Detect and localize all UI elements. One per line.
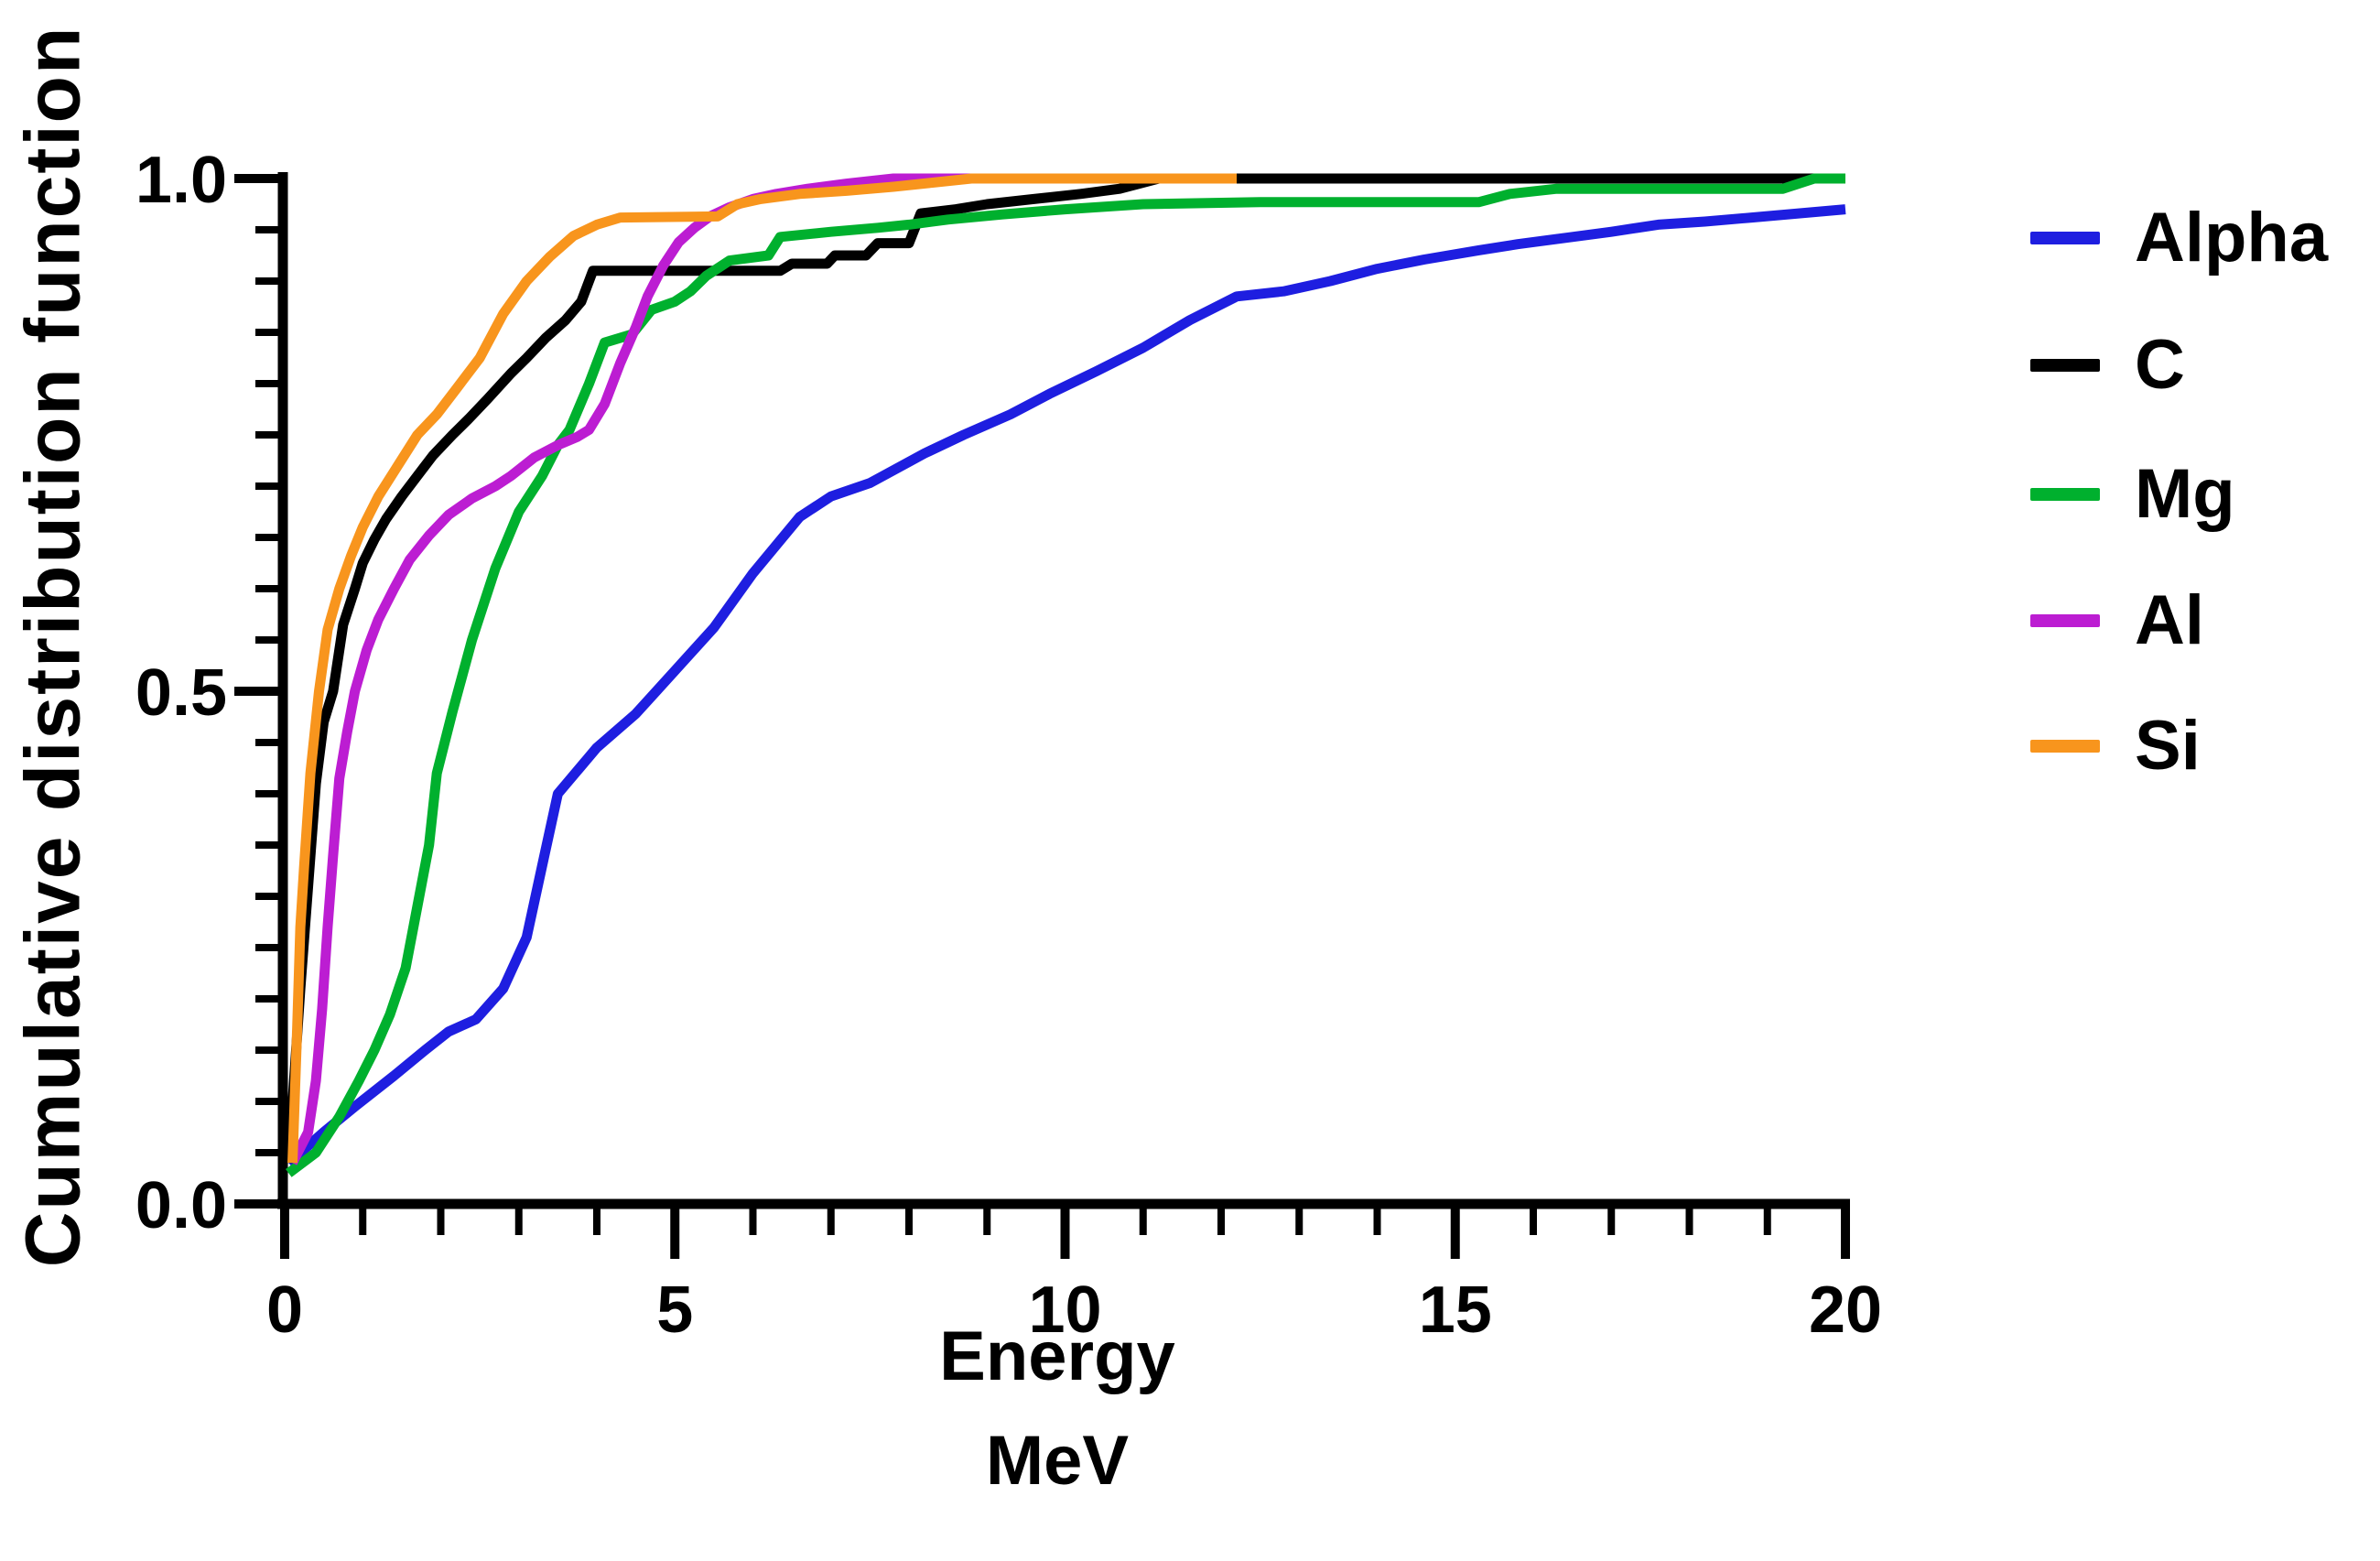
x-tick-label: 15 [1419,1274,1492,1347]
legend-label: C [2135,326,2185,404]
legend-label: Mg [2135,455,2235,533]
legend-label: Al [2135,581,2204,659]
series-line-c [283,173,1845,1164]
x-tick-label: 0 [266,1274,303,1347]
legend-item-si: Si [2030,705,2201,787]
y-tick-label: 0.5 [135,656,227,730]
series-line-alpha [285,204,1846,1167]
legend-item-c: C [2030,324,2185,407]
x-axis-title: Energy [939,1317,1175,1395]
legend-item-al: Al [2030,580,2204,662]
legend-swatch-mg [2030,488,2100,501]
series-line-mg [285,173,1845,1177]
legend-label: Si [2135,707,2201,785]
legend-item-alpha: Alpha [2030,197,2328,279]
legend-swatch-si [2030,740,2100,753]
y-tick-label: 1.0 [135,144,227,217]
series-line-si [287,173,1237,1164]
x-tick-label: 10 [1028,1274,1101,1347]
legend-swatch-alpha [2030,232,2100,244]
legend-label: Alpha [2135,199,2329,276]
y-tick-label: 0.0 [135,1169,227,1242]
legend-swatch-c [2030,359,2100,372]
legend-item-mg: Mg [2030,453,2235,536]
y-axis-title: Cumulative distribution function [9,25,96,1268]
x-tick-label: 20 [1809,1274,1882,1347]
x-axis-units: MeV [985,1422,1130,1500]
x-tick-label: 5 [656,1274,693,1347]
series-line-al [287,173,1155,1165]
legend-swatch-al [2030,614,2100,627]
